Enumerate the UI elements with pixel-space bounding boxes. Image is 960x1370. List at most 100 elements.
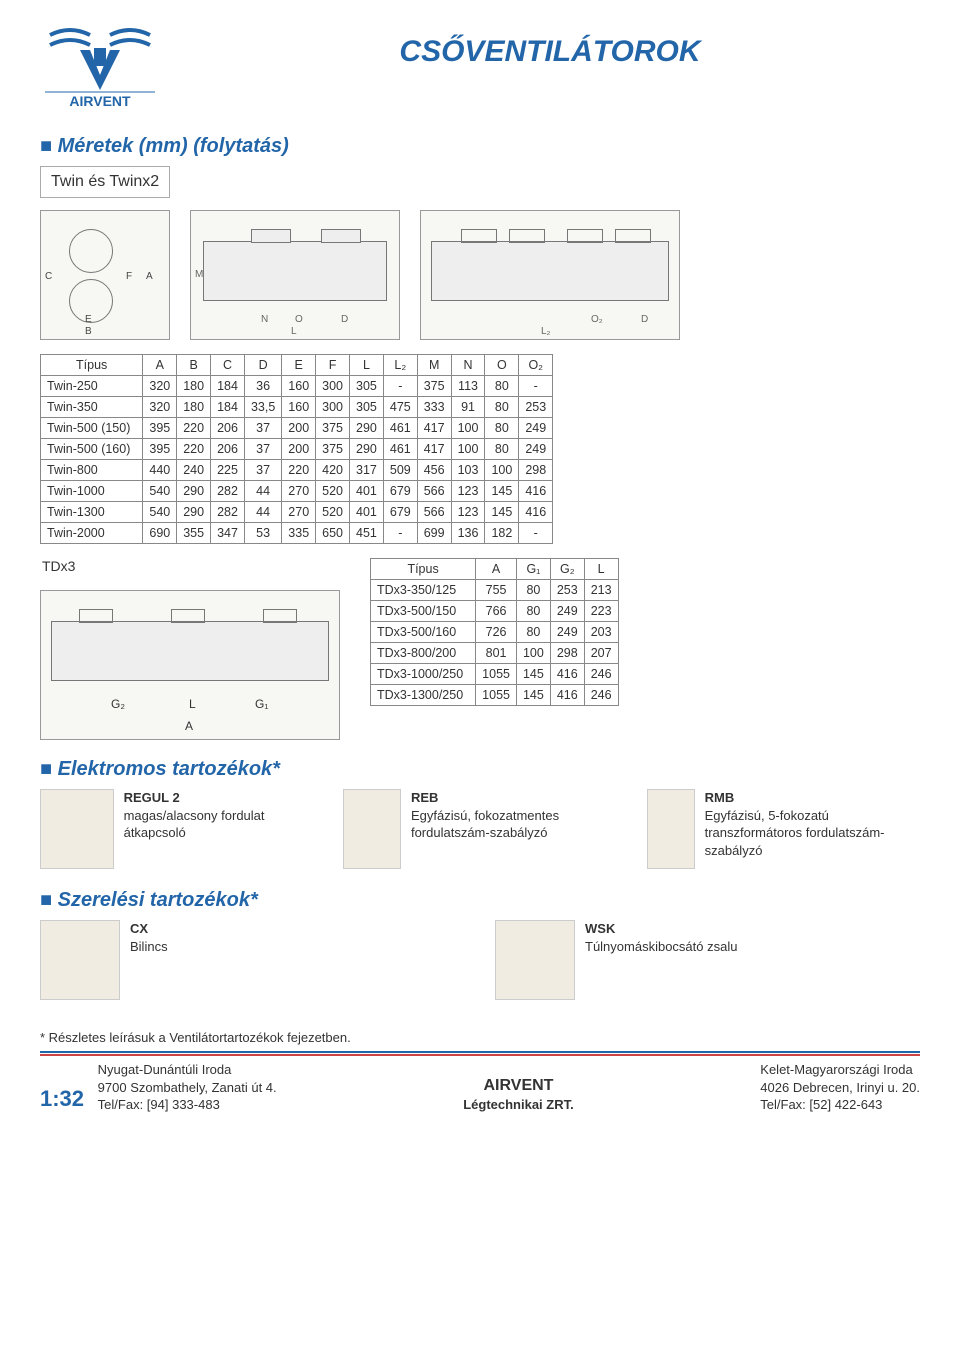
table-cell: 401	[350, 481, 384, 502]
accessory-name: CX	[130, 921, 148, 936]
table-cell: 699	[417, 523, 451, 544]
table-cell: 80	[485, 376, 519, 397]
table-cell: 249	[519, 418, 553, 439]
table-cell: 36	[244, 376, 281, 397]
electric-accessories-row: REGUL 2magas/alacsony fordulat átkapcsol…	[40, 789, 920, 869]
accessory-text: WSKTúlnyomáskibocsátó zsalu	[585, 920, 737, 955]
table-cell: 335	[282, 523, 316, 544]
table-cell: 801	[476, 643, 517, 664]
table-cell: 679	[383, 481, 417, 502]
table-cell: 282	[211, 502, 245, 523]
table-cell: 100	[485, 460, 519, 481]
table-cell: 184	[211, 376, 245, 397]
table-cell: 203	[584, 622, 618, 643]
subsection-label: Twin és Twinx2	[40, 166, 170, 198]
table-cell: 375	[316, 439, 350, 460]
table-cell: 320	[143, 397, 177, 418]
table-cell: 395	[143, 439, 177, 460]
table-cell: 520	[316, 481, 350, 502]
table-cell: 249	[550, 601, 584, 622]
table-header: Típus	[41, 355, 143, 376]
table-cell: 100	[516, 643, 550, 664]
table-header: L	[350, 355, 384, 376]
twin-front-view-diagram: C F A E B	[40, 210, 170, 340]
table-cell: 113	[451, 376, 485, 397]
airvent-logo: AIRVENT	[40, 20, 160, 115]
twin-top-view-diagram: M N O D L	[190, 210, 400, 340]
table-cell: 249	[550, 622, 584, 643]
table-cell: 540	[143, 481, 177, 502]
table-cell: 456	[417, 460, 451, 481]
table-cell: 246	[584, 664, 618, 685]
table-header: O₂	[519, 355, 553, 376]
table-header: A	[143, 355, 177, 376]
accessory-text: REGUL 2magas/alacsony fordulat átkapcsol…	[124, 789, 314, 842]
table-cell: -	[383, 376, 417, 397]
table-cell: 416	[519, 481, 553, 502]
tdx3-dimensions-table: TípusAG₁G₂L TDx3-350/12575580253213TDx3-…	[370, 558, 619, 706]
table-row: Twin-500 (160)39522020637200375290461417…	[41, 439, 553, 460]
accessory-image	[343, 789, 401, 869]
table-cell: 53	[244, 523, 281, 544]
table-header: Típus	[371, 559, 476, 580]
table-cell: 246	[584, 685, 618, 706]
table-cell: -	[519, 523, 553, 544]
table-header: B	[177, 355, 211, 376]
table-cell: 206	[211, 418, 245, 439]
table-row: Twin-35032018018433,51603003054753339180…	[41, 397, 553, 418]
table-cell: 417	[417, 439, 451, 460]
table-cell: 80	[485, 397, 519, 418]
twin-diagrams: C F A E B M N O D L O₂ D L₂	[40, 210, 920, 340]
table-cell: 182	[485, 523, 519, 544]
table-cell: 145	[516, 664, 550, 685]
page-title: CSŐVENTILÁTOROK	[180, 20, 920, 69]
table-cell: 123	[451, 502, 485, 523]
page-number: 1:32	[40, 1086, 84, 1111]
footer-rule	[40, 1051, 920, 1053]
section-electric-title: Elektromos tartozékok*	[40, 758, 920, 781]
table-row: TDx3-1300/2501055145416246	[371, 685, 619, 706]
table-row: Twin-500 (150)39522020637200375290461417…	[41, 418, 553, 439]
table-cell: 91	[451, 397, 485, 418]
table-cell: 290	[177, 481, 211, 502]
table-cell: 200	[282, 439, 316, 460]
table-cell: 206	[211, 439, 245, 460]
table-cell: 37	[244, 460, 281, 481]
table-cell: -	[519, 376, 553, 397]
table-cell: 220	[177, 439, 211, 460]
table-cell: TDx3-350/125	[371, 580, 476, 601]
table-cell: TDx3-1300/250	[371, 685, 476, 706]
table-header: O	[485, 355, 519, 376]
accessory-name: REGUL 2	[124, 790, 180, 805]
table-cell: 249	[519, 439, 553, 460]
table-cell: 300	[316, 397, 350, 418]
table-cell: TDx3-500/150	[371, 601, 476, 622]
table-cell: 300	[316, 376, 350, 397]
svg-text:AIRVENT: AIRVENT	[69, 93, 131, 109]
accessory-name: RMB	[705, 790, 735, 805]
table-cell: 240	[177, 460, 211, 481]
table-cell: TDx3-800/200	[371, 643, 476, 664]
table-cell: 401	[350, 502, 384, 523]
table-cell: 33,5	[244, 397, 281, 418]
table-cell: 44	[244, 502, 281, 523]
table-cell: 755	[476, 580, 517, 601]
table-header: A	[476, 559, 517, 580]
table-row: Twin-10005402902824427052040167956612314…	[41, 481, 553, 502]
table-cell: Twin-500 (160)	[41, 439, 143, 460]
accessory-image	[40, 920, 120, 1000]
table-header: L	[584, 559, 618, 580]
table-cell: 375	[316, 418, 350, 439]
table-cell: 223	[584, 601, 618, 622]
table-header: D	[244, 355, 281, 376]
table-cell: TDx3-1000/250	[371, 664, 476, 685]
table-row: Twin-13005402902824427052040167956612314…	[41, 502, 553, 523]
table-cell: Twin-250	[41, 376, 143, 397]
table-cell: 44	[244, 481, 281, 502]
table-cell: 540	[143, 502, 177, 523]
table-row: Twin-200069035534753335650451-699136182-	[41, 523, 553, 544]
table-cell: 136	[451, 523, 485, 544]
accessory-desc: Egyfázisú, 5-fokozatú transzformátoros f…	[705, 807, 920, 860]
table-cell: Twin-800	[41, 460, 143, 481]
twinx2-top-view-diagram: O₂ D L₂	[420, 210, 680, 340]
